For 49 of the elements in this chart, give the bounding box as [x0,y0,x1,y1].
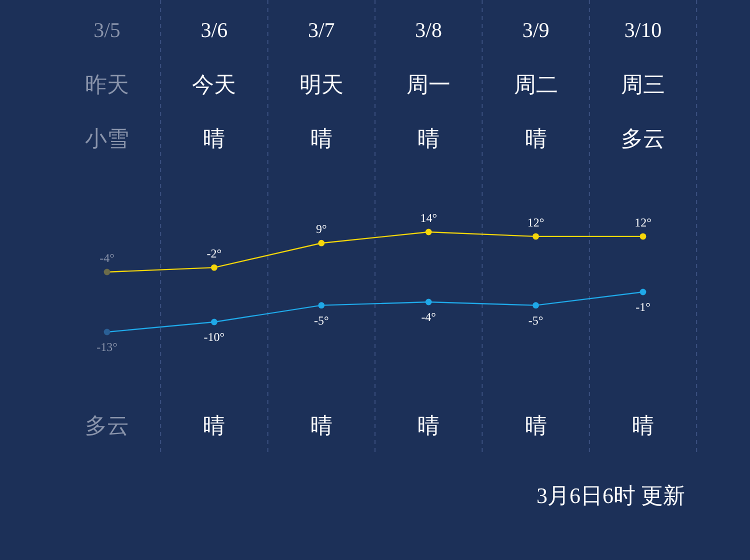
point [211,264,218,271]
point [425,228,432,236]
text: 今天 [192,72,236,97]
data-label: -13° [96,340,118,354]
text: 晴 [418,413,440,438]
x-tick-label: 3/5 [94,18,120,42]
text: 周三 [621,72,665,97]
data-label: 14° [420,211,438,225]
x-tick-label: 3/10 [624,18,662,42]
x-tick-label: 3/8 [415,18,442,42]
text: 昨天 [85,72,129,97]
text: 晴 [310,126,332,151]
point [104,268,110,276]
data-label: -5° [528,313,544,328]
text: 晴 [524,126,547,151]
point [425,298,432,306]
text: 多云 [85,413,129,438]
point [640,288,646,296]
point [640,233,646,240]
data-label: 9° [316,222,327,236]
text: 3月6日6时 更新 [536,483,685,508]
data-label: -1° [636,300,651,314]
data-label: 12° [527,215,544,230]
point [318,240,325,246]
text: 晴 [203,126,226,151]
x-tick-label: 3/9 [522,18,550,42]
data-label: -10° [204,330,225,344]
point [532,233,539,240]
text: 小雪 [85,126,129,151]
data-label: -4° [100,251,115,265]
point [318,302,325,309]
text: 晴 [632,413,654,438]
data-label: -5° [314,313,329,328]
point [532,302,539,309]
text: 晴 [524,413,547,438]
x-tick-label: 3/6 [200,18,228,42]
text: 晴 [310,413,332,438]
text: 周二 [514,72,558,97]
data-label: -4° [421,310,436,324]
data-label: 12° [634,215,652,230]
text: 周一 [406,72,451,97]
text: 明天 [299,72,344,97]
x-tick-label: 3/7 [308,18,335,42]
data-label: -2° [206,246,222,261]
text: 多云 [621,126,665,151]
text: 晴 [418,126,440,151]
text: 晴 [203,413,226,438]
point [104,328,110,336]
point [211,318,218,326]
